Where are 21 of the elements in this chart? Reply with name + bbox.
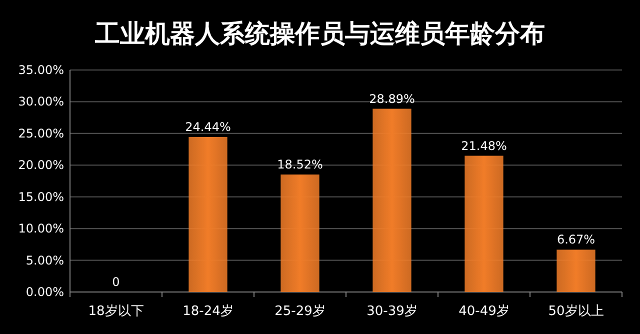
chart-title: 工业机器人系统操作员与运维员年龄分布: [94, 19, 545, 48]
data-label: 6.67%: [556, 232, 596, 247]
y-tick-label: 10.00%: [18, 222, 64, 236]
data-label: 18.52%: [277, 158, 323, 172]
y-tick-label: 0.00%: [26, 285, 64, 299]
y-tick-label: 25.00%: [18, 126, 64, 140]
data-label: 0: [112, 275, 120, 289]
x-tick-label: 40-49岁: [458, 304, 510, 319]
y-tick-label: 15.00%: [18, 190, 64, 204]
data-label: 24.44%: [185, 120, 231, 134]
x-tick-label: 50岁以上: [548, 304, 604, 319]
x-tick-label: 30-39岁: [366, 304, 418, 319]
x-tick-label: 18-24岁: [182, 304, 234, 319]
data-label: 21.48%: [461, 138, 507, 153]
y-tick-label: 30.00%: [18, 94, 64, 109]
y-tick-label: 5.00%: [26, 253, 64, 268]
x-tick-label: 18岁以下: [88, 304, 144, 319]
x-tick-label: 25-29岁: [274, 304, 326, 319]
data-label: 28.89%: [369, 92, 415, 106]
y-tick-label: 35.00%: [18, 63, 64, 77]
y-tick-label: 20.00%: [18, 158, 64, 172]
